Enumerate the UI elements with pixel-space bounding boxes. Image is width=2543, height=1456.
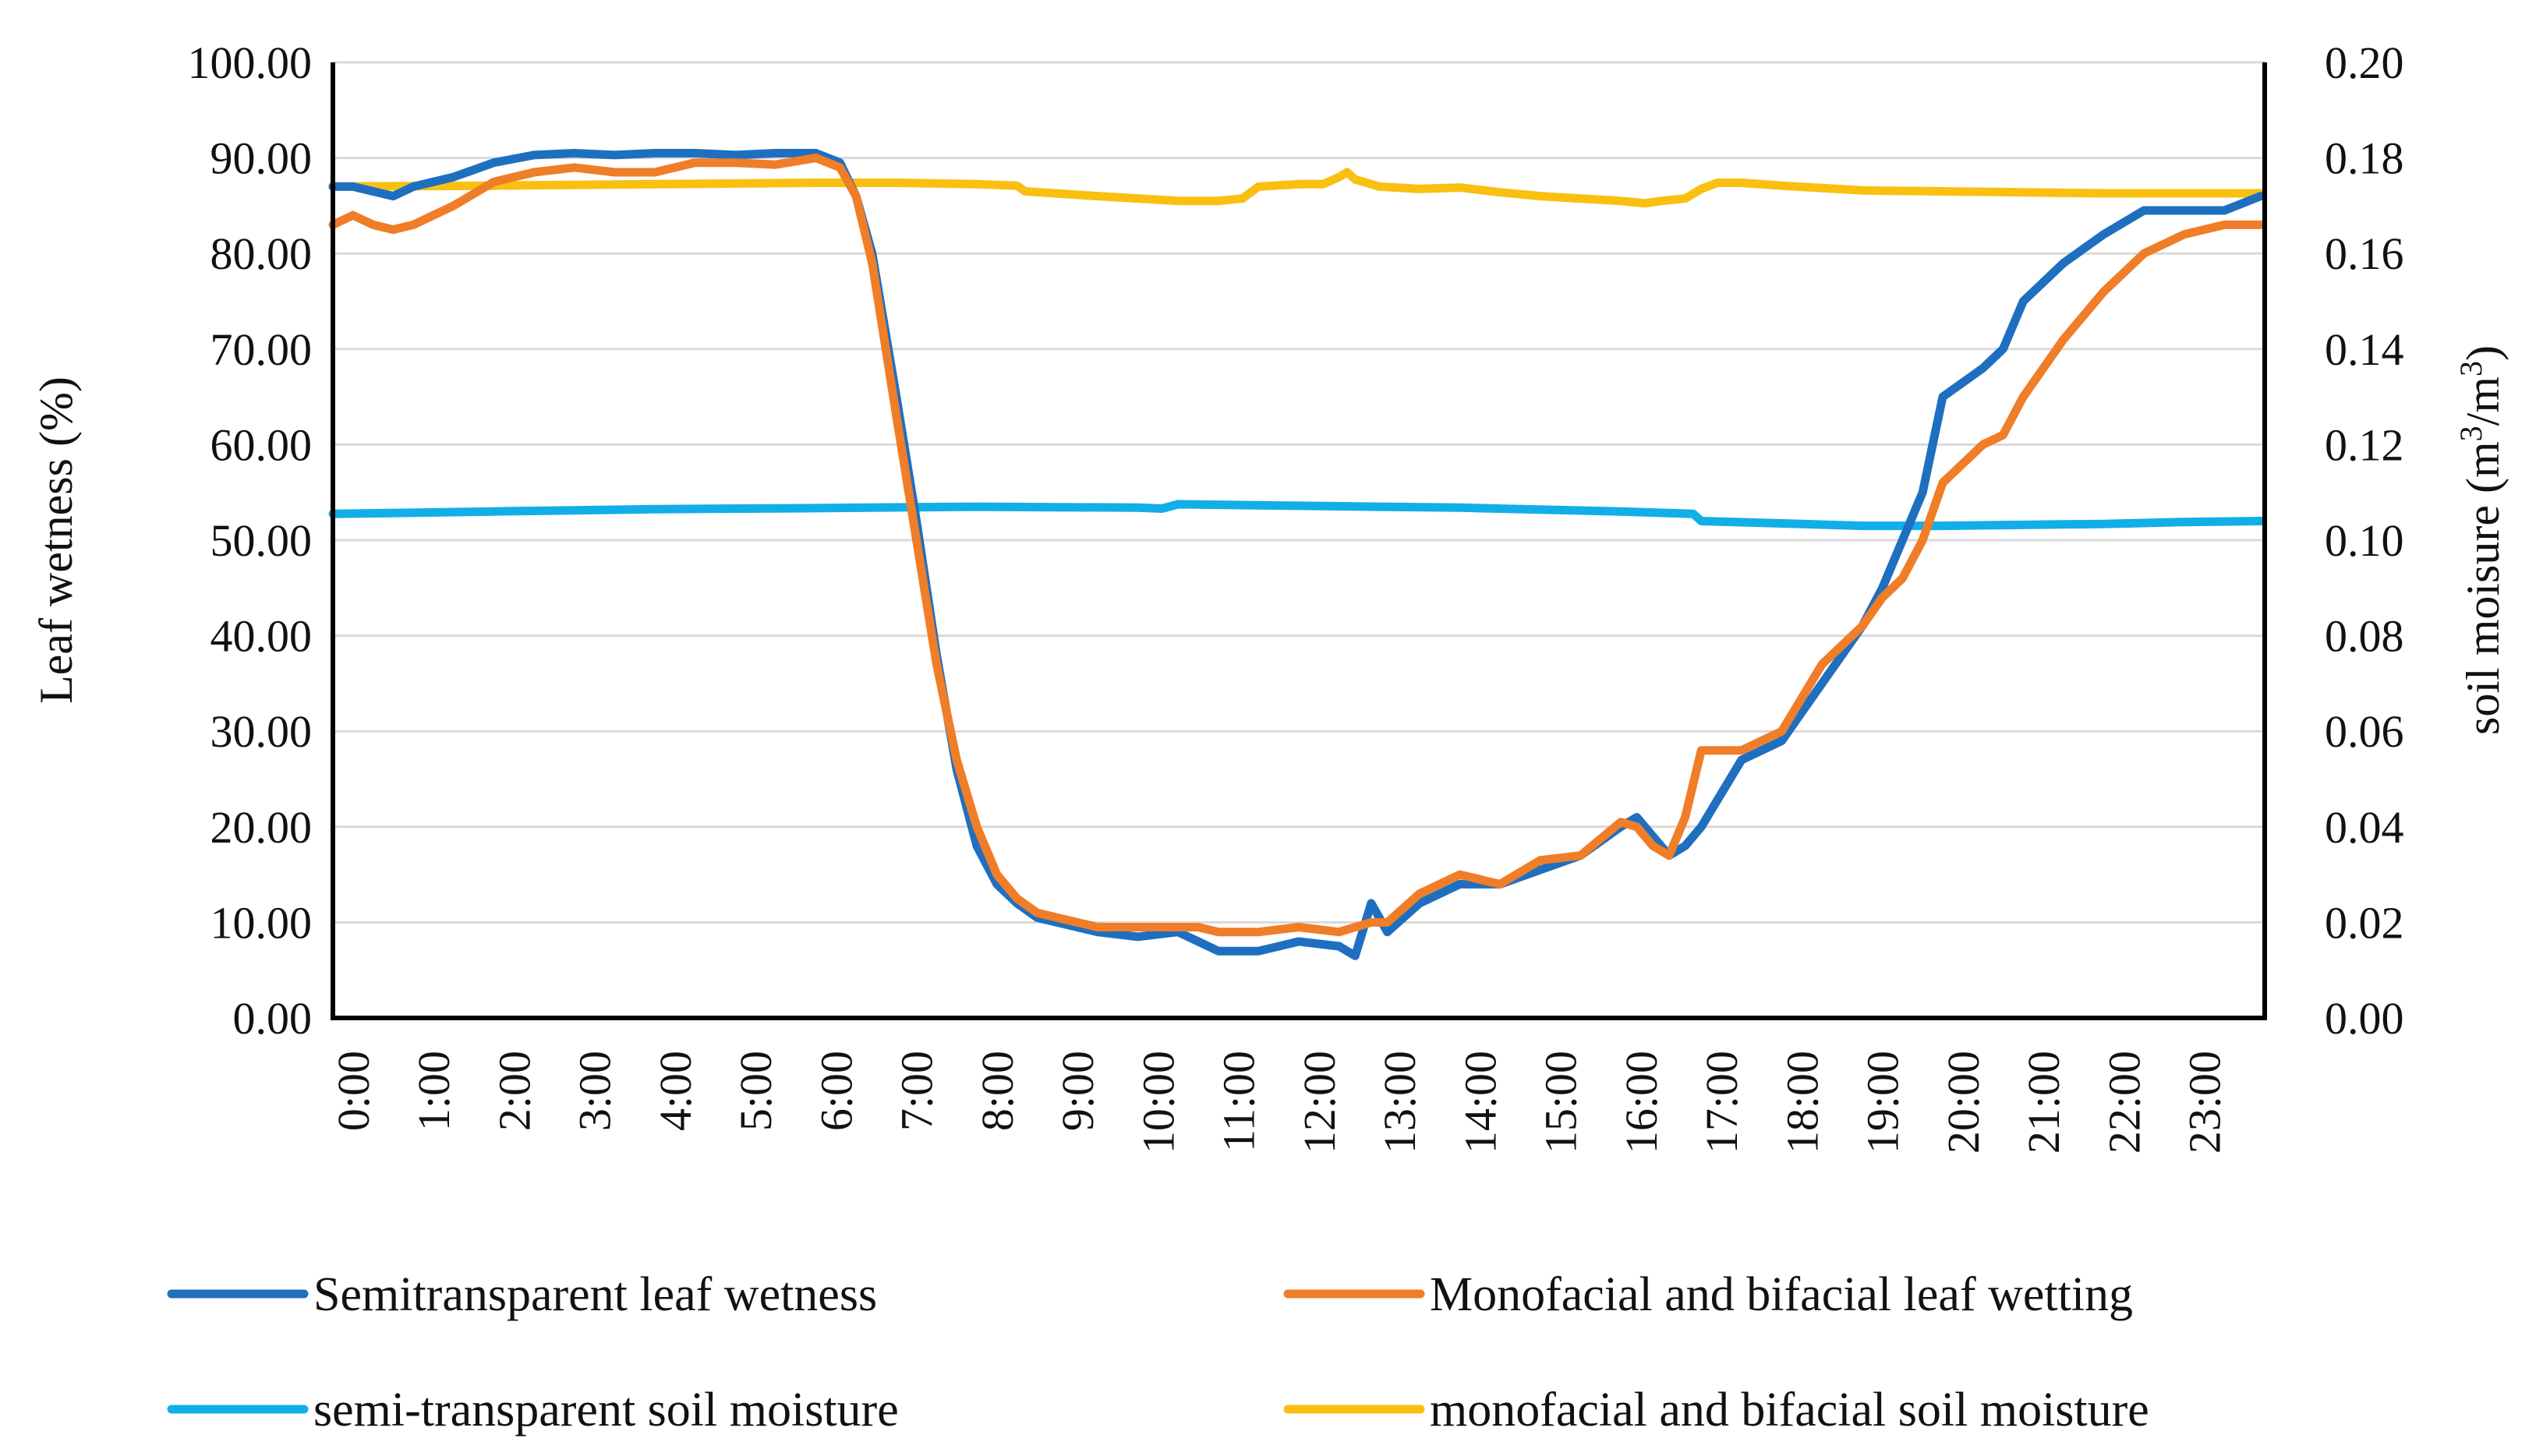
series-layer [328, 149, 2265, 960]
y-tick-label: 70.00 [210, 324, 313, 375]
y2-title-prefix: soil moisure (m [2457, 441, 2509, 735]
y-axis-title: Leaf wetness (%) [30, 376, 82, 704]
y-tick-label: 100.00 [188, 37, 313, 88]
legend-label: Monofacial and bifacial leaf wetting [1430, 1268, 2133, 1321]
y-tick-label: 90.00 [210, 133, 313, 184]
gridlines [333, 61, 2265, 924]
x-tick-label: 3:00 [570, 1051, 621, 1131]
y2-tick-label: 0.16 [2325, 228, 2404, 279]
y2-title-suffix: ) [2457, 345, 2509, 361]
x-tick-label: 23:00 [2180, 1051, 2230, 1154]
y2-tick-label: 0.02 [2325, 897, 2404, 948]
x-tick-label: 6:00 [811, 1051, 861, 1131]
x-tick-labels: 0:00 1:00 2:00 3:00 4:00 5:00 6:00 7:00 8:00 9:00… [328, 1051, 2230, 1154]
x-tick-label: 19:00 [1858, 1051, 1908, 1154]
x-tick-label: 9:00 [1052, 1051, 1103, 1131]
y2-tick-label: 0.20 [2325, 37, 2404, 88]
x-tick-label: 12:00 [1294, 1051, 1345, 1154]
y-tick-label: 80.00 [210, 228, 313, 279]
series-line-1 [328, 154, 2265, 937]
x-tick-label: 0:00 [328, 1051, 379, 1131]
y2-tick-labels: 0.00 0.02 0.04 0.06 0.08 0.10 0.12 0.14 0.16 0.18… [2325, 37, 2404, 1044]
y-tick-labels: 0.00 10.00 20.00 30.00 40.00 50.00 60.00 70.00 8… [188, 37, 313, 1044]
y-tick-label: 0.00 [233, 993, 313, 1044]
x-tick-label: 1:00 [409, 1051, 459, 1131]
y2-tick-label: 0.14 [2325, 324, 2404, 375]
y-tick-label: 30.00 [210, 706, 313, 757]
x-tick-label: 14:00 [1455, 1051, 1505, 1154]
y2-title-sup2: 3 [2453, 361, 2488, 376]
x-tick-label: 10:00 [1133, 1051, 1183, 1154]
legend-label: monofacial and bifacial soil moisture [1430, 1384, 2149, 1437]
x-tick-label: 13:00 [1374, 1051, 1425, 1154]
y2-title-mid: /m [2457, 376, 2509, 426]
y2-axis-title: soil moisure (m3/m3) [2453, 345, 2509, 735]
x-tick-label: 21:00 [2018, 1051, 2069, 1154]
x-tick-label: 16:00 [1616, 1051, 1667, 1154]
y2-title-sup1: 3 [2453, 426, 2488, 441]
legend: Semitransparent leaf wetness Monofacial a… [167, 1268, 2149, 1437]
y-tick-label: 50.00 [210, 515, 313, 566]
x-tick-label: 15:00 [1536, 1051, 1586, 1154]
x-tick-label: 17:00 [1696, 1051, 1747, 1154]
y2-tick-label: 0.18 [2325, 133, 2404, 184]
series-line-3 [328, 168, 2265, 208]
y-tick-label: 40.00 [210, 611, 313, 662]
y2-tick-label: 0.00 [2325, 993, 2404, 1044]
x-tick-label: 5:00 [730, 1051, 781, 1131]
y-tick-label: 10.00 [210, 897, 313, 948]
legend-label: Semitransparent leaf wetness [313, 1268, 877, 1321]
y2-tick-label: 0.08 [2325, 611, 2404, 662]
x-tick-label: 2:00 [489, 1051, 539, 1131]
y-tick-label: 60.00 [210, 419, 313, 470]
x-tick-label: 11:00 [1214, 1051, 1264, 1152]
y-tick-label: 20.00 [210, 802, 313, 853]
axes [331, 62, 2267, 1020]
series-line-0 [328, 149, 2265, 960]
x-tick-label: 18:00 [1777, 1051, 1827, 1154]
x-tick-label: 22:00 [2099, 1051, 2149, 1154]
y2-tick-label: 0.10 [2325, 515, 2404, 566]
x-tick-label: 7:00 [892, 1051, 943, 1131]
x-tick-label: 20:00 [1938, 1051, 1989, 1154]
y2-tick-label: 0.06 [2325, 706, 2404, 757]
y2-tick-label: 0.04 [2325, 802, 2404, 853]
y2-tick-label: 0.12 [2325, 419, 2404, 470]
x-tick-label: 4:00 [650, 1051, 701, 1131]
x-tick-label: 8:00 [972, 1051, 1023, 1131]
legend-label: semi-transparent soil moisture [313, 1384, 899, 1437]
series-line-2 [328, 500, 2265, 531]
